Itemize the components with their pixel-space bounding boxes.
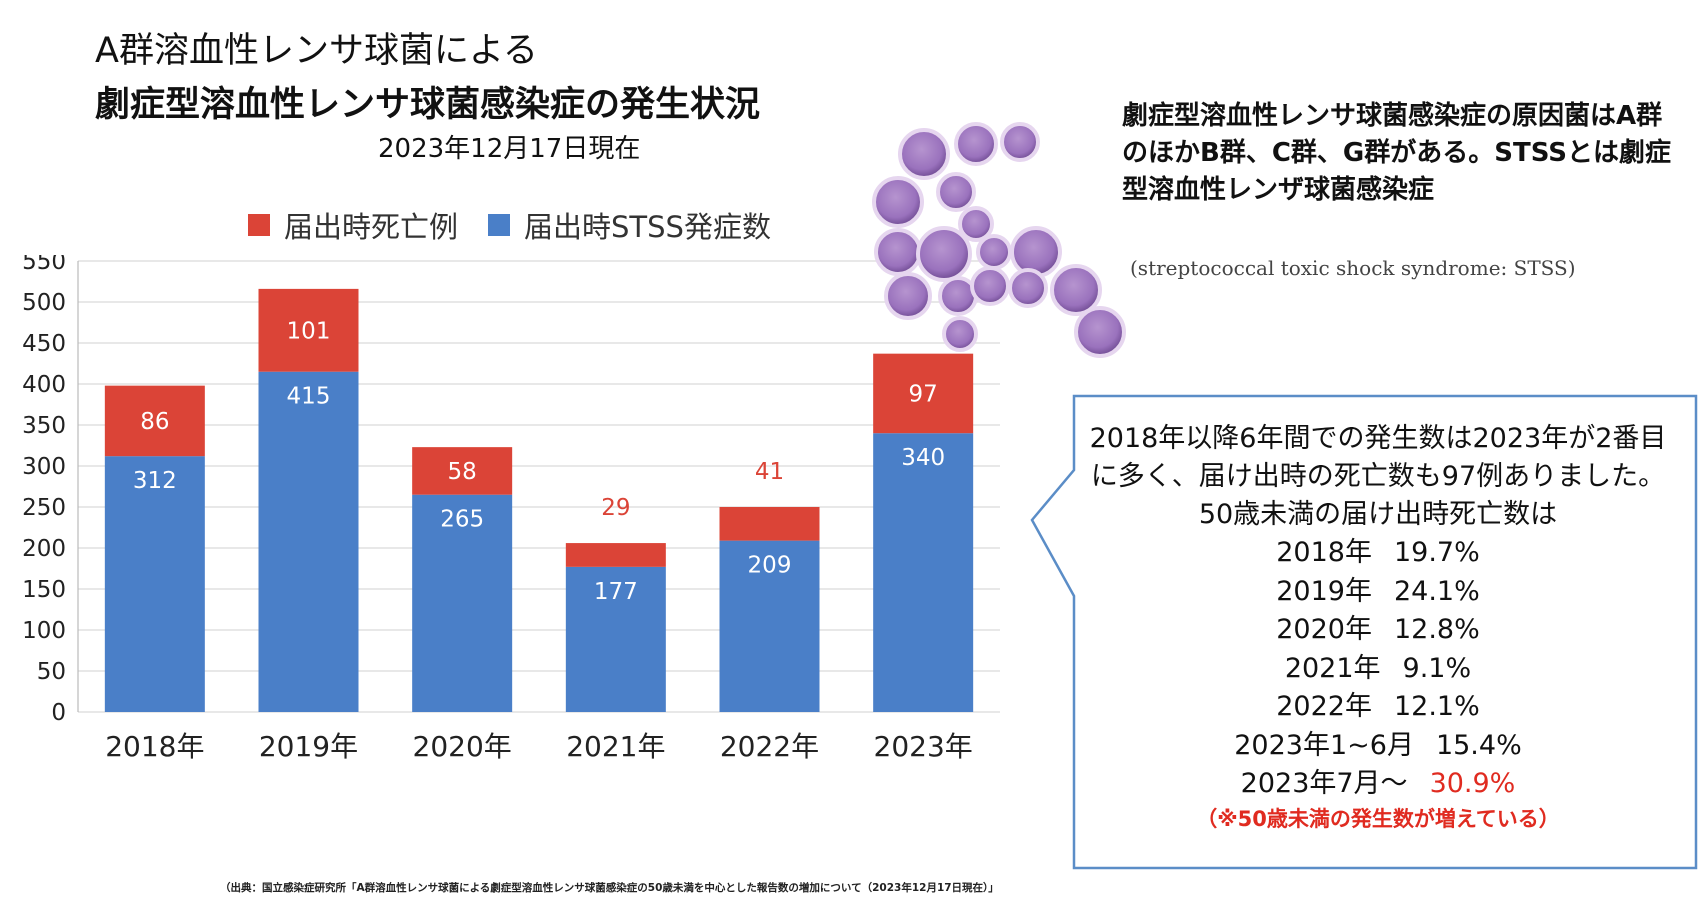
rate-year: 2022年 — [1276, 691, 1372, 722]
rate-year: 2023年1~6月 — [1234, 729, 1414, 761]
rate-value: 9.1% — [1402, 652, 1472, 684]
data-label-stss: 177 — [594, 579, 638, 605]
y-tick-label: 100 — [22, 618, 66, 644]
x-tick-label: 2021年 — [566, 730, 665, 763]
bar-deaths — [258, 288, 359, 372]
y-tick-label: 500 — [22, 290, 66, 316]
bar-stss — [873, 433, 974, 712]
rate-year: 2018年 — [1276, 537, 1372, 568]
title-line-1: A群溶血性レンサ球菌による — [95, 31, 538, 71]
rate-row: 2021年 9.1% — [1078, 650, 1678, 689]
bar-deaths — [873, 353, 974, 434]
callout-content: 2018年以降6年間での発生数は2023年が2番目に多く、届け出時の死亡数も97… — [1078, 420, 1678, 834]
bar-deaths — [104, 385, 205, 457]
x-tick-label: 2018年 — [105, 730, 204, 763]
data-label-stss: 265 — [440, 507, 484, 533]
callout-paragraph: 2018年以降6年間での発生数は2023年が2番目に多く、届け出時の死亡数も97… — [1089, 423, 1667, 530]
page-title: A群溶血性レンサ球菌による 劇症型溶血性レンサ球菌感染症の発生状況 — [95, 24, 760, 132]
data-label-stss: 415 — [287, 384, 331, 410]
data-label-deaths: 41 — [755, 459, 784, 485]
legend-item-deaths: 届出時死亡例 — [248, 204, 458, 246]
rate-year: 2019年 — [1276, 575, 1372, 607]
y-tick-label: 300 — [22, 454, 66, 480]
data-label-stss: 340 — [901, 445, 945, 471]
y-tick-label: 0 — [51, 700, 66, 726]
data-label-deaths: 58 — [448, 459, 477, 485]
bar-deaths — [412, 447, 513, 495]
data-label-deaths: 101 — [287, 318, 331, 344]
y-tick-label: 150 — [22, 577, 66, 603]
data-label-stss: 209 — [748, 553, 792, 579]
legend-label-deaths: 届出時死亡例 — [284, 210, 459, 244]
subtitle-date: 2023年12月17日現在 — [378, 134, 641, 164]
stacked-bar-chart: 0 50 100 150 200 250 300 350 400 450 500 550 312 86 20… — [22, 255, 1000, 763]
rate-year: 2023年7月～ — [1240, 768, 1408, 799]
data-label-deaths: 97 — [909, 381, 938, 407]
y-tick-label: 50 — [37, 659, 66, 685]
y-tick-label: 200 — [22, 536, 66, 562]
rate-row: 2022年 12.1% — [1078, 688, 1678, 727]
title-line-2: 劇症型溶血性レンサ球菌感染症の発生状況 — [95, 85, 761, 125]
rate-value: 24.1% — [1393, 575, 1480, 607]
cause-note-english: (streptococcal toxic shock syndrome: STS… — [1130, 256, 1576, 280]
rate-row: 2018年 19.7% — [1078, 534, 1678, 573]
rate-value: 12.1% — [1393, 691, 1480, 722]
callout-footnote: （※50歳未満の発生数が増えている） — [1196, 806, 1560, 831]
bar-stss — [258, 371, 359, 712]
rate-list: 2018年 19.7% 2019年 24.1% 2020年 12.8% 2021年 9.1% 2… — [1078, 534, 1678, 804]
rate-year: 2020年 — [1276, 614, 1372, 645]
bar-stss — [565, 566, 666, 712]
data-label-stss: 312 — [133, 468, 177, 494]
x-tick-label: 2019年 — [259, 730, 358, 763]
bar-stss — [719, 540, 820, 712]
y-tick-label: 450 — [22, 331, 66, 357]
rate-value: 30.9% — [1429, 768, 1516, 799]
bacteria-illustration — [872, 122, 1126, 358]
rate-value: 19.7% — [1393, 537, 1480, 568]
chart-legend: 届出時死亡例 届出時STSS発症数 — [248, 204, 801, 246]
bar-deaths — [565, 543, 666, 567]
y-tick-label: 250 — [22, 495, 66, 521]
data-label-deaths: 86 — [140, 409, 169, 435]
cause-note: 劇症型溶血性レンサ球菌感染症の原因菌はA群のほかB群、C群、G群がある。STSS… — [1122, 101, 1671, 205]
rate-value: 12.8% — [1393, 614, 1480, 645]
x-tick-label: 2020年 — [413, 730, 512, 763]
bar-stss — [412, 494, 513, 712]
legend-swatch-stss — [488, 214, 511, 236]
rate-year: 2021年 — [1284, 652, 1381, 684]
rate-row: 2020年 12.8% — [1078, 611, 1678, 650]
data-label-deaths: 29 — [601, 495, 630, 521]
y-tick-label: 400 — [22, 372, 66, 398]
x-tick-label: 2022年 — [720, 730, 819, 763]
rate-row: 2023年1~6月 15.4% — [1078, 727, 1678, 766]
bar-deaths — [719, 507, 820, 541]
rate-row: 2023年7月～ 30.9% — [1078, 765, 1678, 804]
legend-label-stss: 届出時STSS発症数 — [524, 210, 771, 244]
legend-item-stss: 届出時STSS発症数 — [488, 204, 771, 246]
y-tick-label: 350 — [22, 413, 66, 439]
bar-stss — [104, 456, 205, 712]
source-citation: （出典：国立感染症研究所「A群溶血性レンサ球菌による劇症型溶血性レンサ球菌感染症… — [220, 882, 999, 894]
y-tick-label: 550 — [22, 255, 66, 275]
rate-row: 2019年 24.1% — [1078, 573, 1678, 612]
rate-value: 15.4% — [1435, 729, 1522, 761]
legend-swatch-deaths — [248, 214, 270, 236]
x-tick-label: 2023年 — [874, 730, 973, 763]
